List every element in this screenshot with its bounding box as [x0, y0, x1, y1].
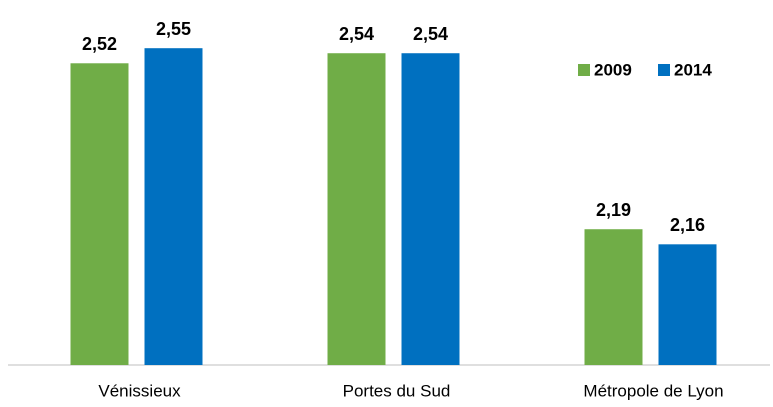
legend-swatch — [578, 64, 590, 76]
bar — [327, 53, 386, 365]
bar — [658, 244, 717, 365]
bar — [401, 53, 460, 365]
bar — [584, 229, 643, 365]
data-label: 2,55 — [156, 19, 191, 39]
legend-label: 2014 — [674, 60, 712, 79]
legend-swatch — [658, 64, 670, 76]
legend-label: 2009 — [594, 60, 632, 79]
x-tick-label: Métropole de Lyon — [583, 381, 723, 400]
bar — [70, 63, 129, 366]
bar — [144, 48, 203, 365]
x-tick-label: Portes du Sud — [343, 381, 451, 400]
x-tick-label: Vénissieux — [98, 381, 181, 400]
data-label: 2,54 — [413, 24, 448, 44]
data-label: 2,19 — [596, 200, 631, 220]
data-label: 2,52 — [82, 34, 117, 54]
data-label: 2,16 — [670, 215, 705, 235]
data-label: 2,54 — [339, 24, 374, 44]
